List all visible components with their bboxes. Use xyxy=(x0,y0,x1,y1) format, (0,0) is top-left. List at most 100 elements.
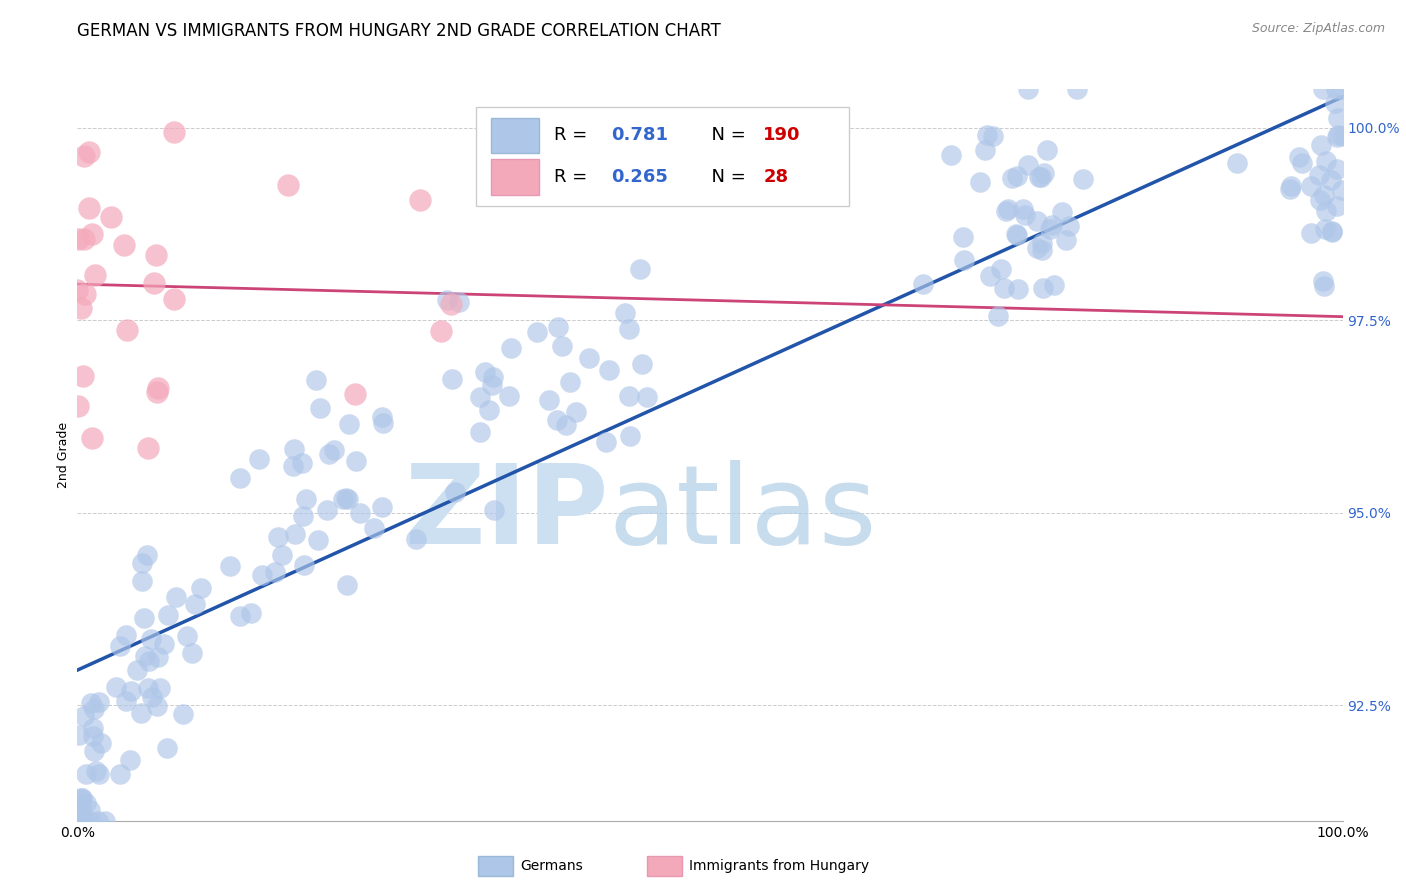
Point xyxy=(1026,214,1049,228)
Point xyxy=(560,376,582,390)
Point xyxy=(1327,128,1350,143)
Point xyxy=(165,591,187,605)
Point xyxy=(405,532,427,546)
Point xyxy=(294,492,316,507)
Point xyxy=(526,325,548,339)
Point xyxy=(110,766,132,780)
Text: 28: 28 xyxy=(763,168,789,186)
Point xyxy=(1279,182,1302,196)
Point xyxy=(83,702,105,716)
Point xyxy=(239,606,262,620)
Point xyxy=(538,392,561,407)
Point xyxy=(82,431,104,445)
Point xyxy=(181,647,204,661)
Point xyxy=(1315,153,1337,168)
Point xyxy=(499,341,522,355)
Point xyxy=(138,654,160,668)
Point xyxy=(219,558,242,573)
Point xyxy=(73,286,96,301)
Point xyxy=(371,409,394,424)
Point xyxy=(190,581,212,595)
Point xyxy=(66,810,89,824)
Point xyxy=(335,491,357,505)
Point xyxy=(1326,161,1348,176)
Point xyxy=(149,681,172,695)
Point xyxy=(82,721,104,735)
Point xyxy=(100,210,122,224)
Point xyxy=(75,797,97,811)
Text: GERMAN VS IMMIGRANTS FROM HUNGARY 2ND GRADE CORRELATION CHART: GERMAN VS IMMIGRANTS FROM HUNGARY 2ND GR… xyxy=(77,22,721,40)
Text: 190: 190 xyxy=(763,127,800,145)
Point xyxy=(112,237,135,252)
Point xyxy=(79,814,101,828)
Point xyxy=(1059,219,1081,234)
Point xyxy=(277,178,299,193)
Point xyxy=(1007,227,1029,242)
Point xyxy=(470,390,492,404)
Point xyxy=(436,293,458,307)
Point xyxy=(69,301,91,316)
Point xyxy=(163,125,186,139)
Point xyxy=(595,435,617,450)
Point xyxy=(271,549,294,563)
Point xyxy=(444,485,467,500)
Point xyxy=(250,567,273,582)
Point xyxy=(172,706,194,721)
Point xyxy=(77,201,100,215)
Point xyxy=(1012,202,1035,216)
Point xyxy=(146,381,169,395)
Point xyxy=(953,252,976,267)
Point xyxy=(1312,82,1334,96)
Point xyxy=(628,262,651,277)
Point xyxy=(105,680,128,694)
Point xyxy=(1279,178,1302,193)
Point xyxy=(1039,221,1062,235)
Point xyxy=(229,609,252,624)
Point xyxy=(1017,82,1039,96)
Point xyxy=(87,695,110,709)
Point xyxy=(72,814,94,828)
Y-axis label: 2nd Grade: 2nd Grade xyxy=(58,422,70,488)
Point xyxy=(1313,279,1336,293)
Point xyxy=(1040,218,1063,232)
Point xyxy=(617,321,640,335)
Point xyxy=(371,417,394,431)
Point xyxy=(995,204,1018,219)
Point xyxy=(1028,169,1050,184)
Point xyxy=(1001,170,1024,185)
Point xyxy=(145,247,167,261)
Point xyxy=(1071,172,1094,186)
Point xyxy=(1025,242,1047,256)
Point xyxy=(440,372,463,386)
Point xyxy=(176,629,198,643)
Point xyxy=(184,597,207,611)
Point xyxy=(1320,173,1343,187)
Point xyxy=(80,227,103,241)
Point xyxy=(1326,199,1348,213)
Text: N =: N = xyxy=(700,127,751,145)
Point xyxy=(139,632,162,646)
Point xyxy=(292,509,315,524)
Point xyxy=(565,404,588,418)
Point xyxy=(304,373,326,387)
Point xyxy=(554,418,576,433)
Text: R =: R = xyxy=(554,168,593,186)
Text: N =: N = xyxy=(700,168,751,186)
Point xyxy=(990,262,1012,277)
Point xyxy=(1005,169,1028,183)
Point xyxy=(1291,156,1313,170)
Point xyxy=(143,276,166,290)
Point xyxy=(1331,129,1354,144)
Point xyxy=(89,767,111,781)
Point xyxy=(336,577,359,591)
Point xyxy=(70,791,93,805)
Point xyxy=(546,413,568,427)
Point xyxy=(136,442,159,456)
Point xyxy=(349,506,371,520)
Point xyxy=(283,442,305,456)
Point xyxy=(1031,236,1053,251)
Point xyxy=(619,428,641,442)
Point xyxy=(1050,205,1073,219)
Point xyxy=(69,793,91,807)
Point xyxy=(1327,111,1350,125)
